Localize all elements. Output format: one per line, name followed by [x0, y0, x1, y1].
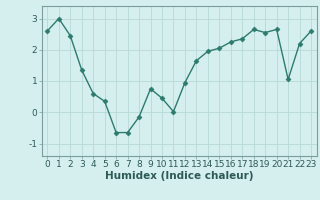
X-axis label: Humidex (Indice chaleur): Humidex (Indice chaleur) — [105, 171, 253, 181]
